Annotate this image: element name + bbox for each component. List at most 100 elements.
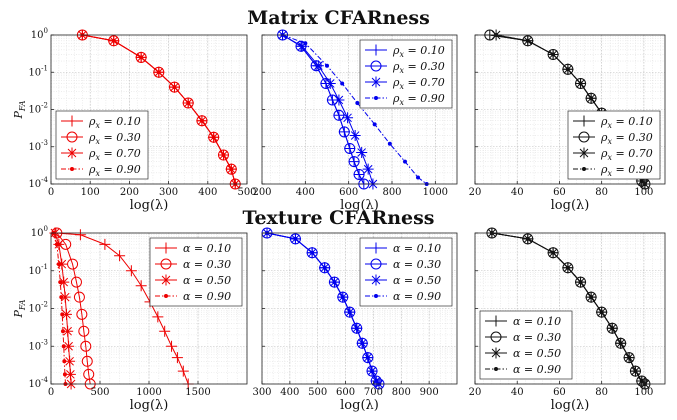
data-point bbox=[125, 265, 137, 277]
legend-marker bbox=[160, 242, 172, 254]
texture-cfarness-title: Texture CFARness bbox=[242, 207, 434, 229]
legend-entry: ρx = 0.30 bbox=[88, 131, 141, 146]
data-point bbox=[342, 112, 354, 124]
x-axis-label: log(λ) bbox=[130, 198, 169, 213]
x-tick-label: 200 bbox=[120, 187, 139, 198]
legend-entry: α = 0.30 bbox=[393, 258, 441, 271]
data-point bbox=[589, 96, 594, 101]
legend-marker bbox=[160, 258, 172, 270]
data-point bbox=[589, 295, 594, 300]
y-tick-label: 10-4 bbox=[28, 176, 48, 190]
data-point bbox=[152, 311, 164, 323]
series-4 bbox=[80, 33, 238, 186]
data-point bbox=[325, 63, 329, 68]
data-point bbox=[360, 341, 365, 346]
legend-marker bbox=[370, 242, 382, 254]
data-point bbox=[135, 280, 147, 292]
legend-entry: α = 0.30 bbox=[513, 331, 561, 344]
data-point bbox=[99, 238, 111, 250]
legend-entry: α = 0.50 bbox=[183, 274, 231, 287]
legend-marker bbox=[374, 96, 378, 100]
series-line bbox=[282, 34, 374, 185]
x-axis-label: log(λ) bbox=[130, 398, 169, 413]
y-tick-label: 100 bbox=[31, 225, 48, 239]
data-point bbox=[387, 141, 392, 146]
data-point bbox=[76, 308, 88, 320]
legend-entry: ρx = 0.10 bbox=[88, 115, 141, 130]
data-point bbox=[356, 147, 368, 159]
legend-marker bbox=[370, 44, 382, 56]
legend-entry: α = 0.30 bbox=[183, 258, 231, 271]
legend-marker bbox=[578, 147, 590, 159]
data-point bbox=[599, 310, 604, 315]
data-point bbox=[349, 130, 361, 142]
data-point bbox=[211, 135, 216, 140]
legend-marker bbox=[490, 347, 502, 359]
data-point bbox=[159, 325, 171, 337]
legend-entry: ρx = 0.90 bbox=[88, 163, 141, 178]
data-point bbox=[372, 122, 377, 127]
series-line bbox=[56, 232, 91, 385]
data-point bbox=[78, 325, 90, 337]
data-point bbox=[296, 40, 308, 52]
data-point bbox=[578, 81, 583, 86]
data-point bbox=[64, 368, 76, 380]
x-tick-label: 0 bbox=[48, 387, 54, 398]
x-tick-label: 500 bbox=[308, 387, 327, 398]
data-point bbox=[633, 369, 638, 374]
data-point bbox=[627, 355, 632, 360]
legend: α = 0.10 α = 0.30 α = 0.50 α = 0.90 bbox=[149, 237, 243, 307]
data-point bbox=[332, 280, 337, 285]
x-tick-label: 0 bbox=[48, 187, 54, 198]
legend-marker bbox=[66, 147, 78, 159]
series-4 bbox=[489, 231, 647, 386]
data-point bbox=[61, 344, 66, 349]
data-point bbox=[229, 167, 234, 172]
legend-marker bbox=[160, 274, 172, 286]
legend-entry: α = 0.50 bbox=[513, 347, 561, 360]
data-point bbox=[403, 159, 407, 164]
data-point bbox=[199, 118, 204, 123]
x-tick-label: 500 bbox=[90, 387, 109, 398]
x-tick-label: 400 bbox=[198, 187, 217, 198]
legend-entry: ρx = 0.30 bbox=[600, 131, 653, 146]
x-tick-label: 1000 bbox=[136, 387, 161, 398]
data-point bbox=[60, 329, 65, 334]
legend-entry: ρx = 0.70 bbox=[392, 76, 445, 91]
data-point bbox=[70, 276, 82, 288]
x-tick-label: 100 bbox=[634, 187, 653, 198]
data-point bbox=[62, 325, 74, 337]
y-axis-label: PFA bbox=[12, 100, 27, 119]
y-tick-label: 10-3 bbox=[28, 338, 48, 352]
legend-marker bbox=[70, 167, 74, 171]
data-point bbox=[322, 265, 327, 270]
legend-entry: ρx = 0.10 bbox=[392, 44, 445, 59]
data-point bbox=[347, 310, 352, 315]
x-tick-label: 40 bbox=[511, 187, 524, 198]
data-point bbox=[62, 372, 67, 377]
legend-entry: ρx = 0.70 bbox=[88, 147, 141, 162]
legend-entry: ρx = 0.70 bbox=[600, 147, 653, 162]
data-point bbox=[73, 291, 85, 303]
x-tick-label: 300 bbox=[252, 387, 271, 398]
x-tick-label: 40 bbox=[511, 387, 524, 398]
x-tick-label: 800 bbox=[382, 187, 401, 198]
legend: α = 0.10 α = 0.30 α = 0.50 α = 0.90 bbox=[359, 237, 453, 307]
data-point bbox=[62, 359, 67, 364]
data-point bbox=[58, 276, 70, 288]
x-tick-label: 20 bbox=[469, 387, 482, 398]
data-point bbox=[166, 340, 178, 352]
legend-entry: α = 0.10 bbox=[183, 242, 231, 255]
legend-entry: α = 0.90 bbox=[183, 290, 231, 303]
legend-marker bbox=[164, 294, 168, 298]
x-tick-label: 200 bbox=[252, 187, 271, 198]
data-point bbox=[333, 94, 345, 106]
y-tick-label: 10-1 bbox=[28, 263, 48, 277]
data-point bbox=[551, 250, 556, 255]
y-axis-label: PFA bbox=[12, 299, 27, 318]
x-axis-label: log(λ) bbox=[551, 398, 590, 413]
legend-marker bbox=[490, 331, 502, 343]
legend-marker bbox=[490, 315, 502, 327]
